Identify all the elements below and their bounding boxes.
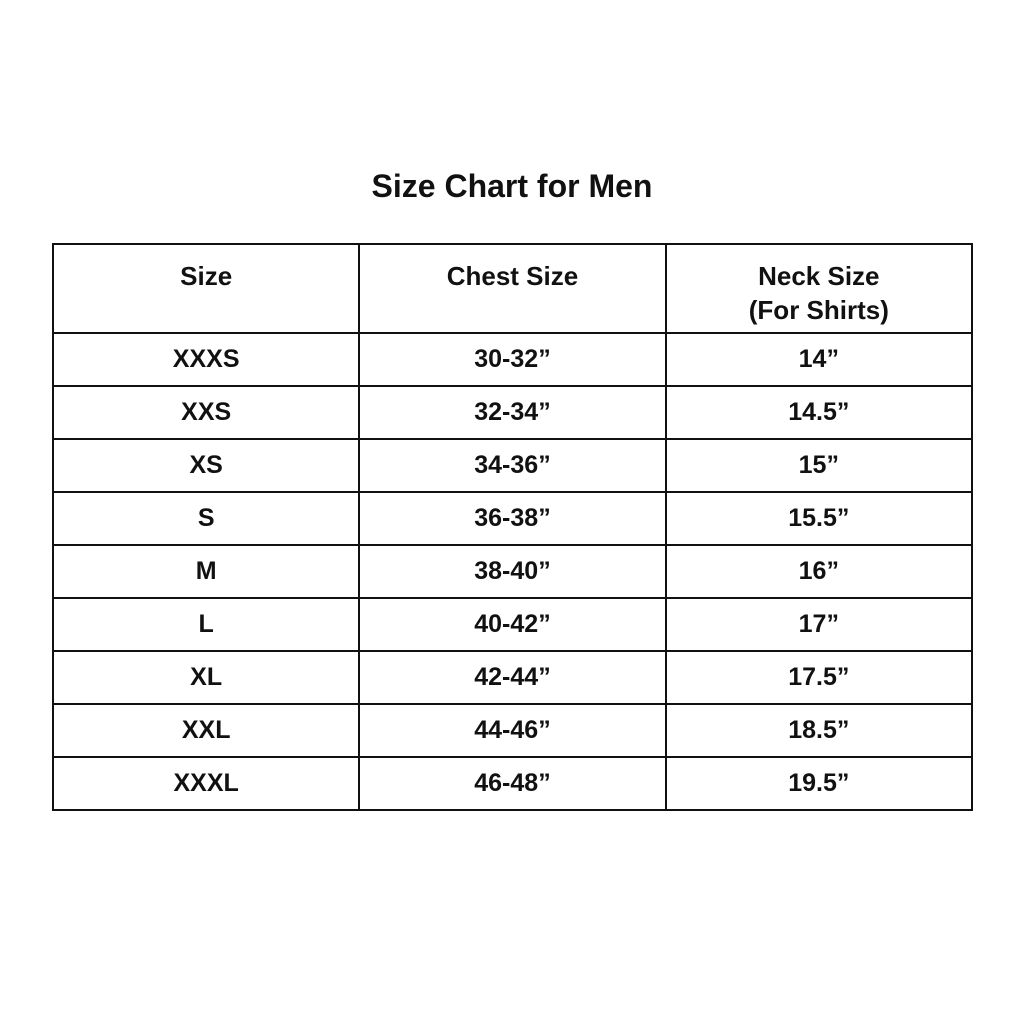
size-chart-table: Size Chest Size Neck Size (For Shirts) X… <box>51 243 974 811</box>
table-row: XXS 32-34” 14.5” <box>51 385 974 440</box>
table-row: XXXL 46-48” 19.5” <box>51 756 974 811</box>
chest-size-cell: 38-40” <box>358 544 667 599</box>
size-cell: XXXS <box>51 332 361 387</box>
size-cell: M <box>51 544 361 599</box>
table-row: XL 42-44” 17.5” <box>51 650 974 705</box>
table-row: L 40-42” 17” <box>51 597 974 652</box>
header-chest-size: Chest Size <box>358 243 667 334</box>
table-row: XXXS 30-32” 14” <box>51 332 974 387</box>
size-cell: S <box>51 491 361 546</box>
chest-size-cell: 44-46” <box>358 703 667 758</box>
chest-size-cell: 36-38” <box>358 491 667 546</box>
size-cell: XXL <box>51 703 361 758</box>
header-neck-size-note: (For Shirts) <box>748 295 889 325</box>
chest-size-cell: 32-34” <box>358 385 667 440</box>
table-row: S 36-38” 15.5” <box>51 491 974 546</box>
neck-size-cell: 14” <box>664 332 974 387</box>
neck-size-cell: 17.5” <box>664 650 974 705</box>
neck-size-cell: 18.5” <box>664 703 974 758</box>
header-neck-size: Neck Size (For Shirts) <box>664 243 974 334</box>
neck-size-cell: 15” <box>664 438 974 493</box>
header-size: Size <box>51 243 361 334</box>
header-neck-size-label: Neck Size <box>758 261 880 291</box>
neck-size-cell: 15.5” <box>664 491 974 546</box>
table-row: XXL 44-46” 18.5” <box>51 703 974 758</box>
size-cell: XL <box>51 650 361 705</box>
size-cell: L <box>51 597 361 652</box>
page-title: Size Chart for Men <box>371 168 653 204</box>
size-cell: XXS <box>51 385 361 440</box>
chest-size-cell: 42-44” <box>358 650 667 705</box>
chest-size-cell: 30-32” <box>358 332 667 387</box>
chest-size-cell: 34-36” <box>358 438 667 493</box>
neck-size-cell: 16” <box>664 544 974 599</box>
neck-size-cell: 14.5” <box>664 385 974 440</box>
table-row: M 38-40” 16” <box>51 544 974 599</box>
size-cell: XS <box>51 438 361 493</box>
header-row: Size Chest Size Neck Size (For Shirts) <box>51 243 974 334</box>
table-row: XS 34-36” 15” <box>51 438 974 493</box>
chest-size-cell: 46-48” <box>358 756 667 811</box>
neck-size-cell: 19.5” <box>664 756 974 811</box>
chest-size-cell: 40-42” <box>358 597 667 652</box>
neck-size-cell: 17” <box>664 597 974 652</box>
size-cell: XXXL <box>51 756 361 811</box>
